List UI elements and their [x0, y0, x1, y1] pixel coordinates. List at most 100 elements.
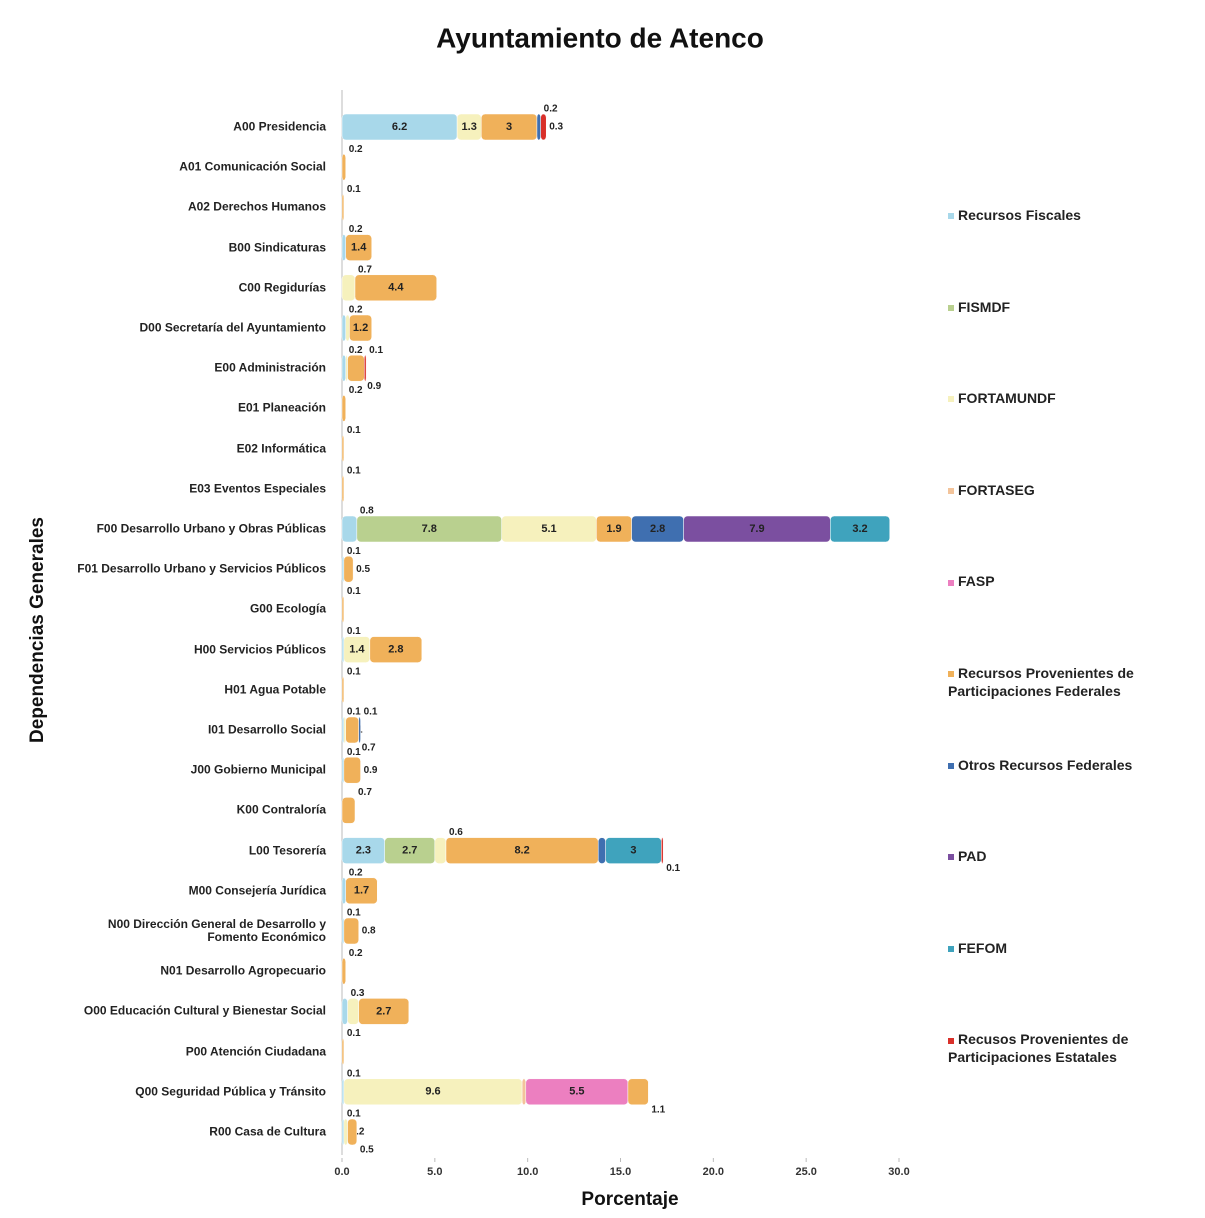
value-label: 0.2 — [349, 867, 363, 878]
category-label: D00 Secretaría del Ayuntamiento — [139, 320, 326, 335]
bar-segment — [434, 837, 447, 864]
value-label: 0.7 — [358, 787, 372, 798]
bar-segment — [358, 998, 410, 1025]
value-label: 1.3 — [462, 121, 477, 133]
category-label: A02 Derechos Humanos — [187, 199, 326, 214]
bar-segment — [341, 435, 345, 462]
y-axis-title: Dependencias Generales — [27, 517, 48, 743]
x-tick-label: 0.0 — [334, 1166, 349, 1178]
legend-label: FORTASEG — [958, 481, 1035, 498]
value-label: 1.4 — [351, 242, 367, 254]
bar-segment — [536, 113, 541, 141]
value-label: 1.2 — [353, 322, 368, 334]
legend-item: FASP — [948, 572, 1178, 590]
value-label: 0.7 — [358, 264, 372, 275]
bar-segment — [627, 1078, 649, 1106]
category-label: H00 Servicios Públicos — [193, 642, 326, 657]
value-label: 0.1 — [347, 465, 361, 476]
bar-segment — [341, 234, 346, 261]
value-label: 0.3 — [351, 988, 365, 999]
value-label: 0.1 — [347, 1028, 361, 1039]
bar-segment — [343, 917, 359, 945]
value-label: 3.2 — [852, 523, 867, 535]
value-label: 9.6 — [425, 1086, 440, 1098]
bar-segment — [341, 917, 345, 945]
value-label: 0.1 — [347, 546, 361, 557]
value-label: 1.7 — [354, 885, 369, 897]
value-label: 0.2 — [349, 345, 363, 356]
category-label: J00 Gobierno Municipal — [190, 762, 326, 777]
value-label: 0.2 — [349, 224, 363, 235]
legend-item: FORTASEG — [948, 481, 1178, 499]
category-label: B00 Sindicaturas — [228, 240, 326, 255]
bar-segment — [341, 1038, 345, 1065]
value-label: 6.2 — [392, 121, 407, 133]
legend-swatch — [948, 671, 954, 678]
legend-item: Otros Recursos Federales — [948, 756, 1178, 774]
bar-segment — [341, 596, 345, 623]
value-label: 0.1 — [347, 626, 361, 637]
value-label: 0.8 — [362, 926, 376, 937]
bar-segment — [345, 877, 378, 905]
legend-label: PAD — [958, 848, 987, 865]
legend-label: FORTAMUNDF — [958, 390, 1056, 407]
legend-label: Otros Recursos Federales — [958, 756, 1133, 773]
legend-item: Recursos Fiscales — [948, 206, 1178, 224]
bar-segment — [354, 274, 437, 302]
value-label: 2.3 — [356, 845, 371, 857]
value-label: 0.1 — [347, 1109, 361, 1120]
bar-segment — [661, 837, 664, 864]
value-label: 0.1 — [347, 747, 361, 758]
x-tick-label: 15.0 — [610, 1166, 631, 1178]
legend-swatch — [948, 213, 954, 220]
value-label: 2.8 — [388, 644, 403, 656]
value-label: 2.7 — [402, 845, 417, 857]
legend-item: FORTAMUNDF — [948, 389, 1178, 407]
value-label: 7.8 — [422, 523, 437, 535]
value-label: 3 — [630, 845, 636, 857]
value-label: 0.9 — [367, 381, 381, 392]
bar-segment — [341, 395, 346, 422]
bar-segment — [364, 354, 367, 382]
legend-item: Recusos Provenientes de Participaciones … — [948, 1030, 1178, 1066]
value-label: 0.2 — [349, 948, 363, 959]
chart-title: Ayuntamiento de Atenco — [436, 22, 764, 53]
value-label: 0.7 — [362, 743, 376, 754]
value-label: 8.2 — [514, 845, 529, 857]
bar-segment — [341, 194, 345, 221]
category-label: G00 Ecología — [249, 601, 326, 616]
bar-segment — [341, 515, 358, 543]
value-label: 5.1 — [541, 523, 556, 535]
category-label: L00 Tesorería — [248, 843, 326, 858]
x-tick-label: 10.0 — [517, 1166, 538, 1178]
legend-item: PAD — [948, 847, 1178, 865]
value-label: 1.9 — [606, 523, 621, 535]
bar-segment — [341, 1078, 345, 1106]
bar-segment — [347, 1118, 358, 1146]
value-label: 0.1 — [369, 345, 383, 356]
category-label: P00 Atención Ciudadana — [185, 1044, 326, 1059]
bar-segment — [341, 314, 346, 342]
category-label: N00 Dirección General de Desarrollo y Fo… — [107, 917, 326, 944]
bar-segment — [345, 716, 359, 744]
value-label: 0.9 — [364, 765, 378, 776]
category-label: C00 Regidurías — [238, 280, 326, 295]
legend-swatch — [948, 762, 954, 769]
legend-label: FASP — [958, 573, 995, 590]
legend-swatch — [948, 304, 954, 311]
bar-segment — [341, 756, 345, 784]
value-label: 4.4 — [388, 282, 404, 294]
value-label: 0.1 — [364, 707, 378, 718]
legend-label: Recusos Provenientes de Participaciones … — [948, 1031, 1129, 1066]
legend-item: FISMDF — [948, 298, 1178, 316]
value-label: 0.1 — [347, 184, 361, 195]
legend-swatch — [948, 946, 954, 953]
bar-segment — [341, 1118, 345, 1146]
value-label: 1.4 — [349, 644, 365, 656]
bar-segment — [345, 354, 348, 382]
category-label: E03 Eventos Especiales — [189, 481, 326, 496]
bar-segment — [341, 274, 356, 302]
legend-swatch — [948, 1037, 954, 1044]
legend-label: Recursos Provenientes de Participaciones… — [948, 665, 1134, 699]
value-label: 2.7 — [376, 1005, 391, 1017]
